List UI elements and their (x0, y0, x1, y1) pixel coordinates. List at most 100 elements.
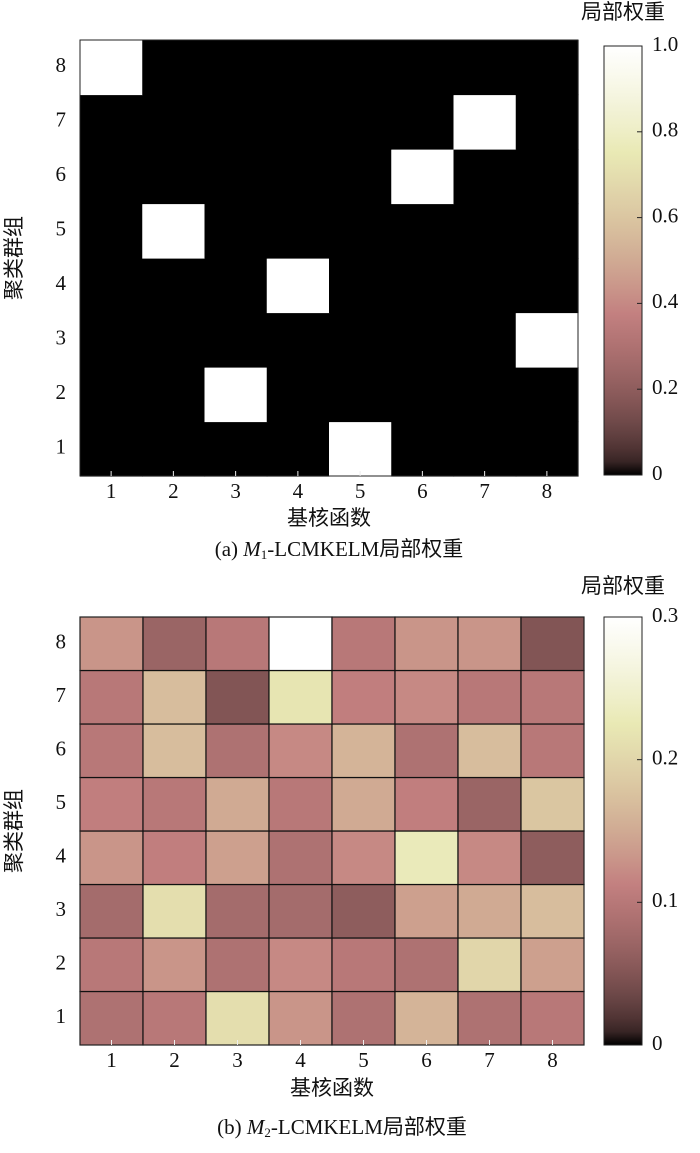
y-tick-label: 8 (56, 53, 67, 77)
heatmap-cell (331, 990, 396, 1046)
heatmap-cell (329, 421, 392, 477)
heatmap-cell (142, 990, 207, 1046)
heatmap-cell (266, 203, 330, 259)
heatmap-cell (394, 723, 459, 779)
heatmap-cell (142, 883, 207, 939)
x-tick-label: 1 (106, 1048, 117, 1072)
y-tick-label: 5 (56, 217, 67, 241)
heatmap-cell (453, 421, 517, 477)
x-tick-label: 6 (417, 479, 428, 503)
heatmap-cell (142, 776, 207, 832)
colorbar-tick-label: 0 (652, 1031, 663, 1055)
heatmap-cell (515, 258, 579, 314)
heatmap-cell (391, 367, 455, 423)
heatmap-cell (457, 990, 522, 1046)
y-tick-label: 8 (56, 630, 67, 654)
heatmap-cell (515, 421, 579, 477)
y-tick-label: 2 (56, 951, 67, 975)
heatmap-cell (205, 669, 270, 725)
heatmap-cell (329, 149, 392, 205)
heatmap-cell (515, 367, 579, 423)
heatmap-cell (204, 258, 268, 314)
heatmap-cell (453, 258, 517, 314)
plot-frame (79, 39, 579, 477)
colorbar-tick-label: 0.1 (652, 888, 678, 912)
heatmap-cell (329, 312, 392, 368)
y-tick-label: 4 (56, 844, 67, 868)
heatmap-cell (142, 312, 206, 368)
heatmap-cell (329, 367, 392, 423)
heatmap-cell (515, 203, 579, 259)
heatmap-cell (268, 723, 333, 779)
heatmap-cell (329, 94, 392, 150)
heatmap-cell (79, 937, 144, 993)
heatmap-cell (520, 616, 585, 672)
heatmap-cell (520, 669, 585, 725)
x-tick-label: 7 (484, 1048, 495, 1072)
y-tick-label: 6 (56, 737, 67, 761)
heatmap-cell (268, 990, 333, 1046)
heatmap-cell (331, 723, 396, 779)
colorbar-tick-label: 0.4 (652, 289, 679, 313)
heatmap-cell (520, 937, 585, 993)
heatmap-cell (391, 94, 455, 150)
caption: (b) M2-LCMKELM局部权重 (217, 1115, 467, 1140)
heatmap-cell (79, 776, 144, 832)
heatmap-cell (391, 203, 455, 259)
heatmap-cell (391, 421, 455, 477)
caption-prefix: (b) (217, 1115, 247, 1139)
heatmap-cell (266, 421, 330, 477)
heatmap-cell (79, 616, 144, 672)
heatmap-cell (520, 723, 585, 779)
y-axis-label: 聚类群组 (2, 216, 26, 300)
heatmap-cell (457, 883, 522, 939)
heatmap-cell (453, 367, 517, 423)
x-tick-label: 1 (106, 479, 117, 503)
heatmap-cell (142, 367, 206, 423)
x-axis-label: 基核函数 (290, 1076, 374, 1100)
heatmap-cell (80, 94, 143, 150)
heatmap-cell (394, 883, 459, 939)
heatmap-cell (331, 937, 396, 993)
heatmap-cell (204, 312, 268, 368)
heatmap-cell (453, 149, 517, 205)
y-tick-label: 7 (56, 108, 67, 132)
colorbar-title: 局部权重 (581, 0, 665, 24)
heatmap-cell (268, 937, 333, 993)
heatmap-cell (142, 830, 207, 886)
heatmap-cell (142, 937, 207, 993)
heatmap-cell (457, 937, 522, 993)
heatmap-cell (453, 312, 517, 368)
heatmap-cell (331, 616, 396, 672)
heatmap-cell (80, 367, 143, 423)
heatmap-cell (205, 937, 270, 993)
plot-frame (79, 616, 585, 1046)
heatmap-cell (268, 616, 333, 672)
colorbar-tick-label: 0.2 (652, 745, 678, 769)
heatmap-cell (394, 990, 459, 1046)
heatmap-cell (515, 40, 579, 96)
x-tick-label: 8 (542, 479, 553, 503)
heatmap-cell (266, 149, 330, 205)
colorbar (603, 45, 643, 476)
heatmap-cell (457, 776, 522, 832)
caption-prefix: (a) (215, 537, 244, 561)
y-tick-label: 2 (56, 380, 67, 404)
heatmap-cell (391, 312, 455, 368)
x-tick-label: 3 (232, 1048, 243, 1072)
heatmap-cell (204, 149, 268, 205)
heatmap-cell (268, 830, 333, 886)
heatmap-cell (453, 203, 517, 259)
heatmap-cell (142, 616, 207, 672)
heatmap-cell (453, 40, 517, 96)
heatmap-cell (205, 883, 270, 939)
heatmap-cell (204, 203, 268, 259)
heatmap-cell (80, 40, 143, 96)
heatmap-cell (394, 776, 459, 832)
heatmap-cell (457, 723, 522, 779)
heatmap-cell (142, 149, 206, 205)
heatmap-cell (204, 421, 268, 477)
heatmap-cell (142, 40, 206, 96)
heatmap-cell (391, 149, 455, 205)
